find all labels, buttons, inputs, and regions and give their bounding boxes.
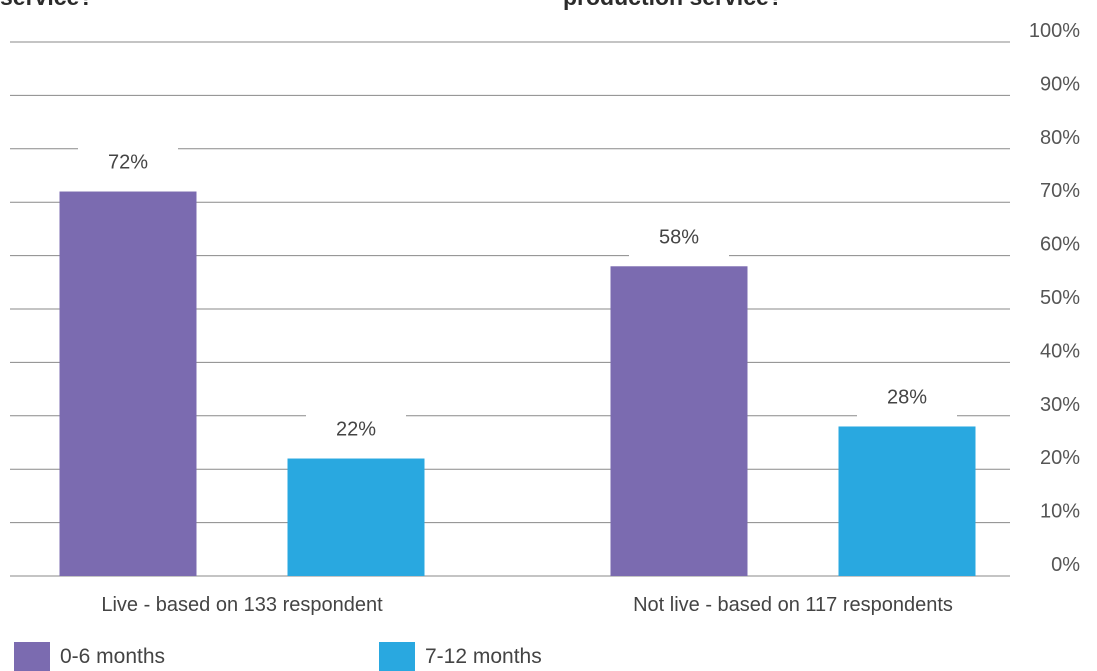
data-label: 72% [108,152,148,174]
chart-title-right: production service? [563,0,783,11]
category-label: Live - based on 133 respondent [101,594,383,616]
bar-chart: 0% 10% 20% 30% 40% 50% 60% 70% 80% 90% 100% 72% 58%… [10,20,1080,616]
category-label: Not live - based on 117 respondents [633,594,953,616]
y-tick-label: 50% [1040,287,1080,309]
y-tick-label: 10% [1040,501,1080,523]
legend-label: 7-12 months [425,644,542,668]
gridlines [10,41,1010,577]
data-label-background [629,222,729,259]
legend-label: 0-6 months [60,644,166,668]
bar [59,191,197,576]
y-tick-label: 90% [1040,73,1080,95]
data-label: 22% [336,419,376,441]
y-tick-label: 0% [1051,554,1080,576]
y-tick-label: 80% [1040,127,1080,149]
bars [59,191,976,576]
data-label-background [306,414,406,451]
category-labels: Live - based on 133 respondent Not live -… [101,594,953,616]
bar [838,426,976,576]
legend-item-0-6-months: 0-6 months [14,642,165,671]
y-tick-label: 60% [1040,234,1080,256]
chart-title-left: service? [0,0,93,11]
data-label-background [78,147,178,184]
y-tick-label: 100% [1029,20,1080,42]
bar [610,266,748,576]
legend-swatch-purple [14,642,50,671]
y-tick-label: 30% [1040,394,1080,416]
y-tick-label: 40% [1040,340,1080,362]
legend-swatch-blue [379,642,415,671]
data-label-background [857,382,957,419]
legend: 0-6 months 7-12 months [0,642,1097,671]
data-label: 28% [887,386,927,408]
data-label: 58% [659,226,699,248]
data-labels: 72% 58% 22% 28% [78,147,957,451]
bar [287,458,425,576]
y-tick-label: 20% [1040,447,1080,469]
y-axis-ticks: 0% 10% 20% 30% 40% 50% 60% 70% 80% 90% 100% [1029,20,1080,576]
y-tick-label: 70% [1040,180,1080,202]
legend-item-7-12-months: 7-12 months [379,642,542,671]
